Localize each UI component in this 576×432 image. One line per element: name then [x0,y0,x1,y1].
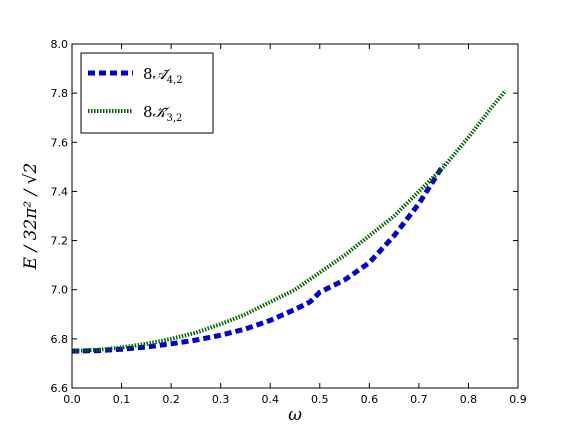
x-tick-label: 0.9 [509,393,527,406]
legend-label-main: 8 [143,103,153,121]
y-axis-label: E / 32π² / √2 [21,163,41,271]
legend-frame [80,52,214,134]
x-tick-label: 0.3 [212,393,230,406]
legend: 8𝒜̃4,2 8𝒦̃3,2 [80,52,214,134]
y-tick-label: 6.8 [51,333,69,346]
x-tick-label: 0.8 [460,393,478,406]
y-tick-label: 7.4 [51,185,69,198]
legend-label-subscript: 3,2 [166,113,182,124]
x-tick-label: 0.4 [261,393,279,406]
x-axis-label: ω [288,405,302,425]
x-tick-label: 0.0 [63,393,81,406]
y-tick-label: 7.6 [51,136,69,149]
y-tick-label: 7.2 [51,235,69,248]
y-tick-label: 7.0 [51,284,69,297]
y-tick-label: 6.6 [51,382,69,395]
plot-frame [71,43,519,389]
legend-label-subscript: 4,2 [167,75,183,86]
x-tick-label: 0.2 [162,393,180,406]
x-tick-label: 0.1 [113,393,131,406]
x-tick-label: 0.5 [311,393,329,406]
legend-label-main: 8 [143,65,153,83]
series-line-k [71,89,508,354]
y-tick-label: 8.0 [51,38,69,51]
x-tick-label: 0.7 [410,393,428,406]
series-line-a [71,163,446,354]
ticks-layer: 0.0 0.1 0.2 0.3 0.4 0.5 0.6 0.7 0.8 0.9 6.6 6.8 7.0 7… [51,38,527,406]
series-layer [71,89,508,354]
y-tick-label: 7.8 [51,87,69,100]
x-tick-label: 0.6 [361,393,379,406]
